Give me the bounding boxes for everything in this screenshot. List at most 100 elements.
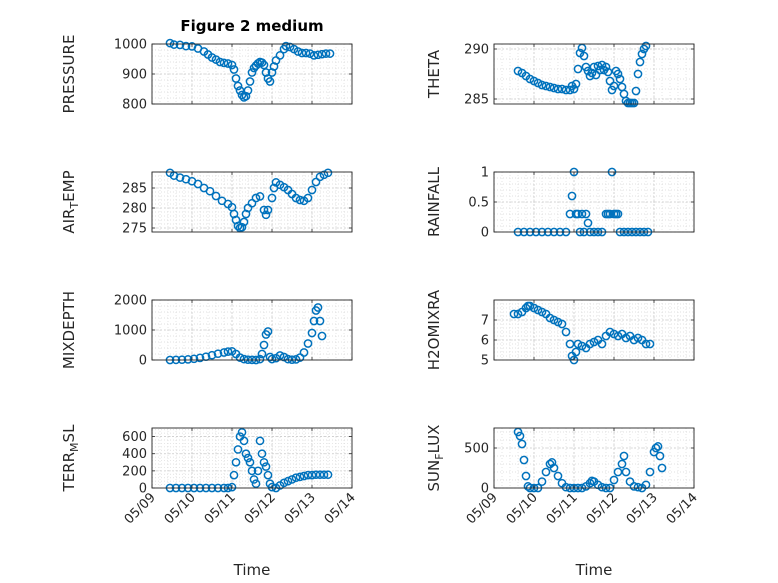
plot-area <box>152 172 352 232</box>
data-point <box>641 339 651 349</box>
data-point <box>281 41 291 51</box>
data-point <box>239 436 249 446</box>
data-point <box>255 354 265 364</box>
data-point <box>629 98 639 108</box>
data-point <box>267 354 277 364</box>
x-axis-label-left: Time <box>233 561 271 579</box>
data-point <box>257 449 267 459</box>
data-point <box>231 74 241 83</box>
data-point <box>601 62 611 72</box>
data-point <box>255 192 265 201</box>
x-tick-label: 05/13 <box>624 490 661 527</box>
y-tick-label: 500 <box>464 442 489 457</box>
y-tick-label: 0 <box>139 354 147 369</box>
data-point <box>613 467 623 477</box>
data-point <box>609 81 619 91</box>
data-point <box>547 458 557 467</box>
data-point <box>237 427 247 437</box>
subplot-1: 800 900 1000 PRESSURE <box>60 35 353 113</box>
subplot-2: 285 290 THETA <box>425 41 695 108</box>
y-tick-label: 900 <box>122 68 147 83</box>
data-point <box>169 40 179 49</box>
data-point <box>537 80 547 90</box>
data-point <box>265 352 275 362</box>
data-point <box>597 339 607 349</box>
data-point <box>321 49 331 58</box>
axes-box <box>493 427 695 489</box>
data-point <box>557 319 567 329</box>
data-point <box>603 67 613 77</box>
data-point <box>247 466 257 476</box>
y-tick-label: 2000 <box>114 294 147 309</box>
data-point <box>195 353 205 363</box>
data-point <box>621 467 631 477</box>
data-point <box>571 347 581 357</box>
data-point <box>561 482 571 492</box>
y-axis-label: MIXDEPTH <box>60 291 78 369</box>
data-point <box>259 205 269 215</box>
data-point <box>577 209 587 219</box>
data-point <box>557 84 567 94</box>
data-point <box>565 209 575 219</box>
data-point <box>561 85 571 95</box>
data-point <box>275 51 285 60</box>
data-point <box>523 482 533 491</box>
data-point <box>567 191 577 201</box>
data-point <box>245 457 255 467</box>
data-point <box>287 475 297 484</box>
data-point <box>265 77 275 86</box>
y-axis-label: TERRMSL <box>60 424 81 493</box>
data-point <box>307 328 317 338</box>
y-tick-label: 290 <box>464 43 489 58</box>
subplot-3: 275 280 285 AIRTEMP <box>60 168 353 237</box>
data-point <box>313 50 323 60</box>
y-tick-label: 7 <box>481 314 489 329</box>
data-point <box>239 354 249 364</box>
y-axis-label: AIRTEMP <box>60 170 81 233</box>
data-point <box>291 355 301 364</box>
data-point <box>613 209 623 219</box>
data-point <box>247 68 257 77</box>
axes-box <box>493 299 695 361</box>
data-point <box>317 331 327 341</box>
data-point <box>581 209 591 219</box>
y-tick-label: 800 <box>122 98 147 113</box>
y-axis-label: SUNFLUX <box>425 425 446 492</box>
data-point <box>541 467 551 477</box>
data-point <box>545 82 555 92</box>
data-point <box>295 472 305 482</box>
data-point <box>235 353 245 362</box>
data-point <box>561 327 571 337</box>
data-point <box>237 222 247 232</box>
data-point <box>541 81 551 91</box>
data-point <box>629 482 639 491</box>
data-point <box>231 457 241 467</box>
data-point <box>579 51 589 61</box>
data-point <box>301 48 311 58</box>
data-point <box>307 470 317 480</box>
y-tick-label: 285 <box>122 182 147 197</box>
data-point <box>257 58 267 67</box>
data-point <box>323 168 333 178</box>
data-point <box>279 478 289 488</box>
data-point <box>263 205 273 215</box>
data-point <box>263 470 273 480</box>
y-tick-label: 0.5 <box>468 196 489 211</box>
data-point <box>565 339 575 349</box>
data-point <box>245 77 255 86</box>
data-point <box>597 482 607 492</box>
data-point <box>233 221 243 231</box>
data-point <box>299 471 309 481</box>
y-axis-label: H2OMIXRA <box>425 289 443 370</box>
x-tick-label: 05/11 <box>202 490 239 527</box>
subplot-6: 5 6 7 H2OMIXRA <box>425 289 695 370</box>
data-point <box>175 40 185 50</box>
data-point <box>325 49 335 58</box>
data-point <box>207 350 217 360</box>
data-point <box>261 210 271 220</box>
data-point <box>317 49 327 59</box>
data-point <box>215 57 225 67</box>
data-point <box>319 470 329 480</box>
data-point <box>315 470 325 480</box>
data-point <box>323 470 333 480</box>
